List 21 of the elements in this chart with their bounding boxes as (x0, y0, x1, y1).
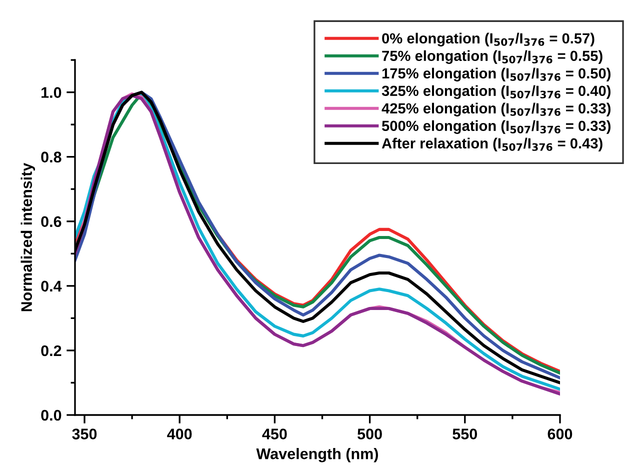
y-tick-label: 0.4 (41, 280, 62, 292)
y-axis-title: Normalized intensity (20, 162, 36, 312)
x-tick-label: 600 (548, 428, 572, 440)
x-tick-label: 450 (262, 428, 287, 440)
x-axis-title: Wavelength (nm) (256, 448, 378, 462)
y-tick-label: 1.0 (42, 87, 62, 98)
x-tick-label: 400 (167, 428, 192, 440)
y-tick-label: 0.2 (41, 345, 62, 356)
y-tick-label: 0.6 (41, 216, 62, 228)
legend-label: 325% elongation (I$_{507}$/I$_{376}$ = 0.40) (382, 85, 610, 99)
legend-label: 425% elongation (I$_{507}$/I$_{376}$ = 0.33) (382, 102, 610, 116)
legend-label: After relaxation (I$_{507}$/I$_{376}$ = 0.43) (382, 138, 602, 152)
x-tick-label: 500 (358, 428, 382, 440)
y-tick-label: 0.8 (41, 152, 62, 163)
legend-label: 0% elongation (I$_{507}$/I$_{376}$ = 0.57) (382, 32, 594, 46)
x-tick-label: 350 (72, 428, 97, 440)
legend-label: 75% elongation (I$_{507}$/I$_{376}$ = 0.55) (382, 50, 602, 64)
legend-label: 175% elongation (I$_{507}$/I$_{376}$ = 0.50) (382, 68, 610, 82)
x-tick-label: 550 (452, 428, 478, 440)
y-tick-label: 0.0 (41, 410, 62, 421)
legend-label: 500% elongation (I$_{507}$/I$_{376}$ = 0.33) (382, 120, 610, 134)
